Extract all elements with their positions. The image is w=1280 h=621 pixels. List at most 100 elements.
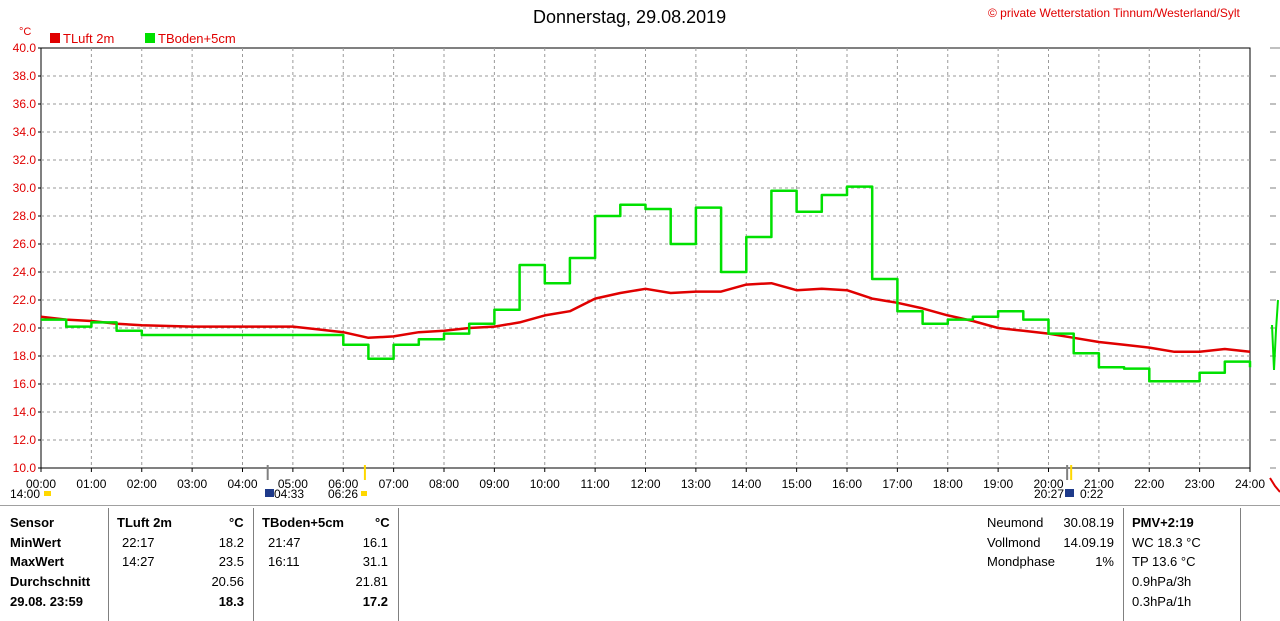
x-tick-label: 18:00 (933, 477, 963, 491)
x-tick-label: 00:00 (26, 477, 56, 491)
stats-col-pmv (1123, 508, 1124, 621)
chart-title: Donnerstag, 29.08.2019 (533, 7, 727, 27)
x-tick-label: 20:00 (1033, 477, 1063, 491)
stats-divider (0, 505, 1280, 506)
y-tick-label: 36.0 (13, 97, 37, 111)
tboden-header: TBoden+5cm (262, 515, 344, 530)
x-tick-label: 21:00 (1084, 477, 1114, 491)
x-tick-label: 16:00 (832, 477, 862, 491)
tboden-max-time: 16:11 (268, 554, 300, 569)
stats-min-label: MinWert (10, 535, 62, 550)
series-line-tluft (40, 281, 1251, 354)
y-tick-label: 34.0 (13, 125, 37, 139)
tluft-avg: 20.56 (211, 574, 244, 589)
y-unit-label: °C (19, 26, 32, 38)
x-tick-label: 17:00 (882, 477, 912, 491)
x-tick-label: 13:00 (681, 477, 711, 491)
x-tick-label: 08:00 (429, 477, 459, 491)
x-tick-label: 02:00 (127, 477, 157, 491)
y-tick-label: 40.0 (13, 41, 37, 55)
pressure-1h-value: 0.3hPa/1h (1132, 594, 1192, 609)
tluft-unit: °C (229, 515, 244, 530)
y-tick-label: 10.0 (13, 461, 37, 475)
y-tick-label: 16.0 (13, 377, 37, 391)
legend-label-tboden: TBoden+5cm (158, 31, 236, 46)
pressure-3h-value: 0.9hPa/3h (1132, 574, 1192, 589)
y-tick-label: 20.0 (13, 321, 37, 335)
x-tick-label: 11:00 (581, 477, 610, 491)
tboden-avg: 21.81 (355, 574, 388, 589)
tboden-unit: °C (375, 515, 390, 530)
y-tick-label: 14.0 (13, 405, 37, 419)
y-tick-label: 28.0 (13, 209, 37, 223)
tboden-max: 31.1 (362, 554, 388, 569)
stats-col-right (1240, 508, 1241, 621)
marker-start-time: 14:00 (10, 487, 41, 501)
x-tick-label: 24:00 (1235, 477, 1265, 491)
moon-new-label: Neumond (987, 515, 1044, 530)
y-tick-label: 38.0 (13, 69, 37, 83)
y-tick-label: 18.0 (13, 349, 37, 363)
stats-sensor-header: Sensor (10, 515, 55, 530)
windchill-value: WC 18.3 °C (1132, 535, 1201, 550)
marker-sunset-time: 20:27 (1034, 487, 1065, 501)
y-tick-label: 24.0 (13, 265, 37, 279)
x-tick-label: 09:00 (479, 477, 509, 491)
moon-phase-label: Mondphase (987, 554, 1055, 569)
y-tick-label: 22.0 (13, 293, 37, 307)
tluft-max-time: 14:27 (122, 554, 155, 569)
moon-phase-value: 1% (1095, 554, 1114, 569)
x-tick-label: 12:00 (630, 477, 660, 491)
x-tick-label: 04:00 (227, 477, 257, 491)
tboden-min: 16.1 (362, 535, 388, 550)
sun-marker-icon (44, 491, 51, 496)
tluft-tail (1269, 477, 1280, 493)
sun-marker2-icon (361, 491, 367, 496)
y-tick-label: 26.0 (13, 237, 37, 251)
stats-col-tluft (108, 508, 109, 621)
x-tick-label: 19:00 (983, 477, 1013, 491)
x-tick-label: 07:00 (379, 477, 409, 491)
stats-col-tboden (253, 508, 254, 621)
x-tick-label: 06:00 (328, 477, 358, 491)
sunrise-icon (265, 489, 274, 497)
x-tick-label: 23:00 (1185, 477, 1215, 491)
tluft-max: 23.5 (218, 554, 244, 569)
x-tick-label: 05:00 (278, 477, 308, 491)
pmv-value: PMV+2:19 (1132, 515, 1194, 530)
y-tick-label: 32.0 (13, 153, 37, 167)
y-tick-label: 30.0 (13, 181, 37, 195)
x-tick-label: 03:00 (177, 477, 207, 491)
stats-current-label: 29.08. 23:59 (10, 594, 84, 609)
x-tick-label: 01:00 (76, 477, 106, 491)
tluft-min: 18.2 (218, 535, 244, 550)
tboden-current: 17.2 (362, 594, 388, 609)
marker-moon-time: 0:22 (1080, 487, 1104, 501)
stats-avg-label: Durchschnitt (10, 574, 91, 589)
moon-full-label: Vollmond (987, 535, 1041, 550)
legend-label-tluft: TLuft 2m (63, 31, 115, 46)
legend-swatch-tboden (145, 33, 155, 43)
stats-col-end (398, 508, 399, 621)
moonset-icon (1065, 489, 1074, 497)
station-credit: © private Wetterstation Tinnum/Westerlan… (988, 6, 1240, 20)
tboden-min-time: 21:47 (268, 535, 301, 550)
y-tick-label: 12.0 (13, 433, 37, 447)
marker-sunrise-time: 04:33 (274, 487, 305, 501)
series-line-tboden (41, 185, 1252, 383)
x-tick-label: 14:00 (731, 477, 761, 491)
tboden-tail (1271, 299, 1279, 371)
moon-full-value: 14.09.19 (1063, 535, 1114, 550)
tluft-current: 18.3 (218, 594, 244, 609)
x-tick-label: 15:00 (782, 477, 812, 491)
dewpoint-value: TP 13.6 °C (1132, 554, 1196, 569)
x-tick-label: 10:00 (530, 477, 560, 491)
stats-max-label: MaxWert (10, 554, 64, 569)
marker-sunrise2-time: 06:26 (328, 487, 359, 501)
tluft-header: TLuft 2m (117, 515, 172, 530)
legend-swatch-tluft (50, 33, 60, 43)
moon-new-value: 30.08.19 (1063, 515, 1114, 530)
x-tick-label: 22:00 (1134, 477, 1164, 491)
tluft-min-time: 22:17 (122, 535, 155, 550)
